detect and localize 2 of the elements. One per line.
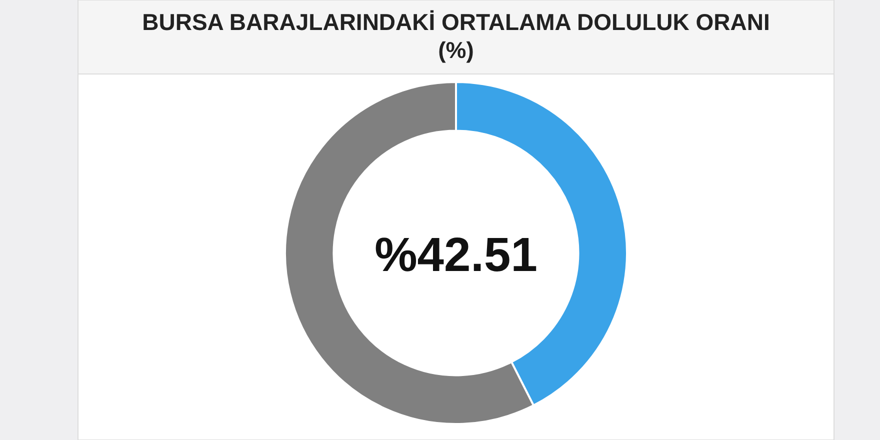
text: %42.51 bbox=[374, 229, 538, 282]
chart-title: BURSA BARAJLARINDAKİ ORTALAMA DOLULUK ORANI (%) bbox=[142, 9, 770, 63]
